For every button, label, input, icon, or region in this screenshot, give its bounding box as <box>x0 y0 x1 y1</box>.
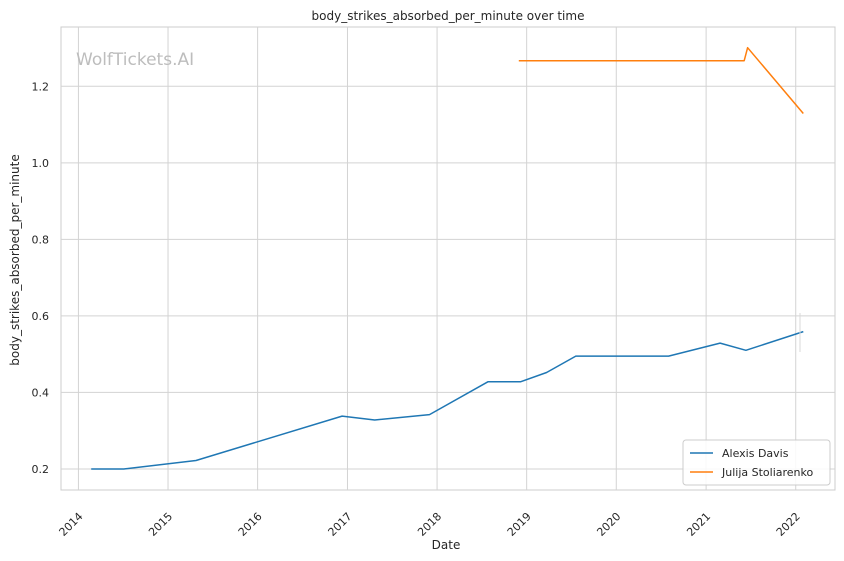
x-axis-title: Date <box>432 538 461 552</box>
y-tick-label: 0.4 <box>32 386 50 399</box>
plot-area <box>60 26 836 491</box>
legend-label-julija-stoliarenko: Julija Stoliarenko <box>721 466 813 479</box>
y-tick-label: 1.2 <box>32 80 50 93</box>
x-tick-label: 2015 <box>146 510 175 539</box>
y-axis-title: body_strikes_absorbed_per_minute <box>8 154 22 365</box>
series-lines <box>91 46 804 470</box>
watermark: WolfTickets.AI <box>76 50 194 70</box>
series-line-julija-stoliarenko <box>518 46 804 114</box>
legend: Alexis Davis Julija Stoliarenko <box>682 439 831 486</box>
series-line-alexis-davis <box>91 330 804 470</box>
x-tick-label: 2014 <box>57 510 86 539</box>
legend-box <box>682 439 831 486</box>
x-tick-label: 2021 <box>684 510 713 539</box>
gridlines <box>61 27 835 490</box>
x-tick-label: 2016 <box>236 510 265 539</box>
x-tick-label: 2022 <box>774 510 803 539</box>
x-tick-label: 2019 <box>505 510 534 539</box>
y-tick-label: 0.2 <box>32 463 50 476</box>
x-tick-label: 2017 <box>326 510 355 539</box>
legend-label-alexis-davis: Alexis Davis <box>722 447 789 460</box>
x-axis-ticks: 2014 2015 2016 2017 2018 2019 2020 2021 2022 <box>57 510 803 539</box>
x-tick-label: 2020 <box>594 510 623 539</box>
y-axis-ticks: 0.2 0.4 0.6 0.8 1.0 1.2 <box>32 80 50 476</box>
y-tick-label: 0.6 <box>32 310 50 323</box>
x-tick-label: 2018 <box>415 510 444 539</box>
y-tick-label: 0.8 <box>32 233 50 246</box>
chart-title: body_strikes_absorbed_per_minute over ti… <box>312 9 585 23</box>
y-tick-label: 1.0 <box>32 157 50 170</box>
